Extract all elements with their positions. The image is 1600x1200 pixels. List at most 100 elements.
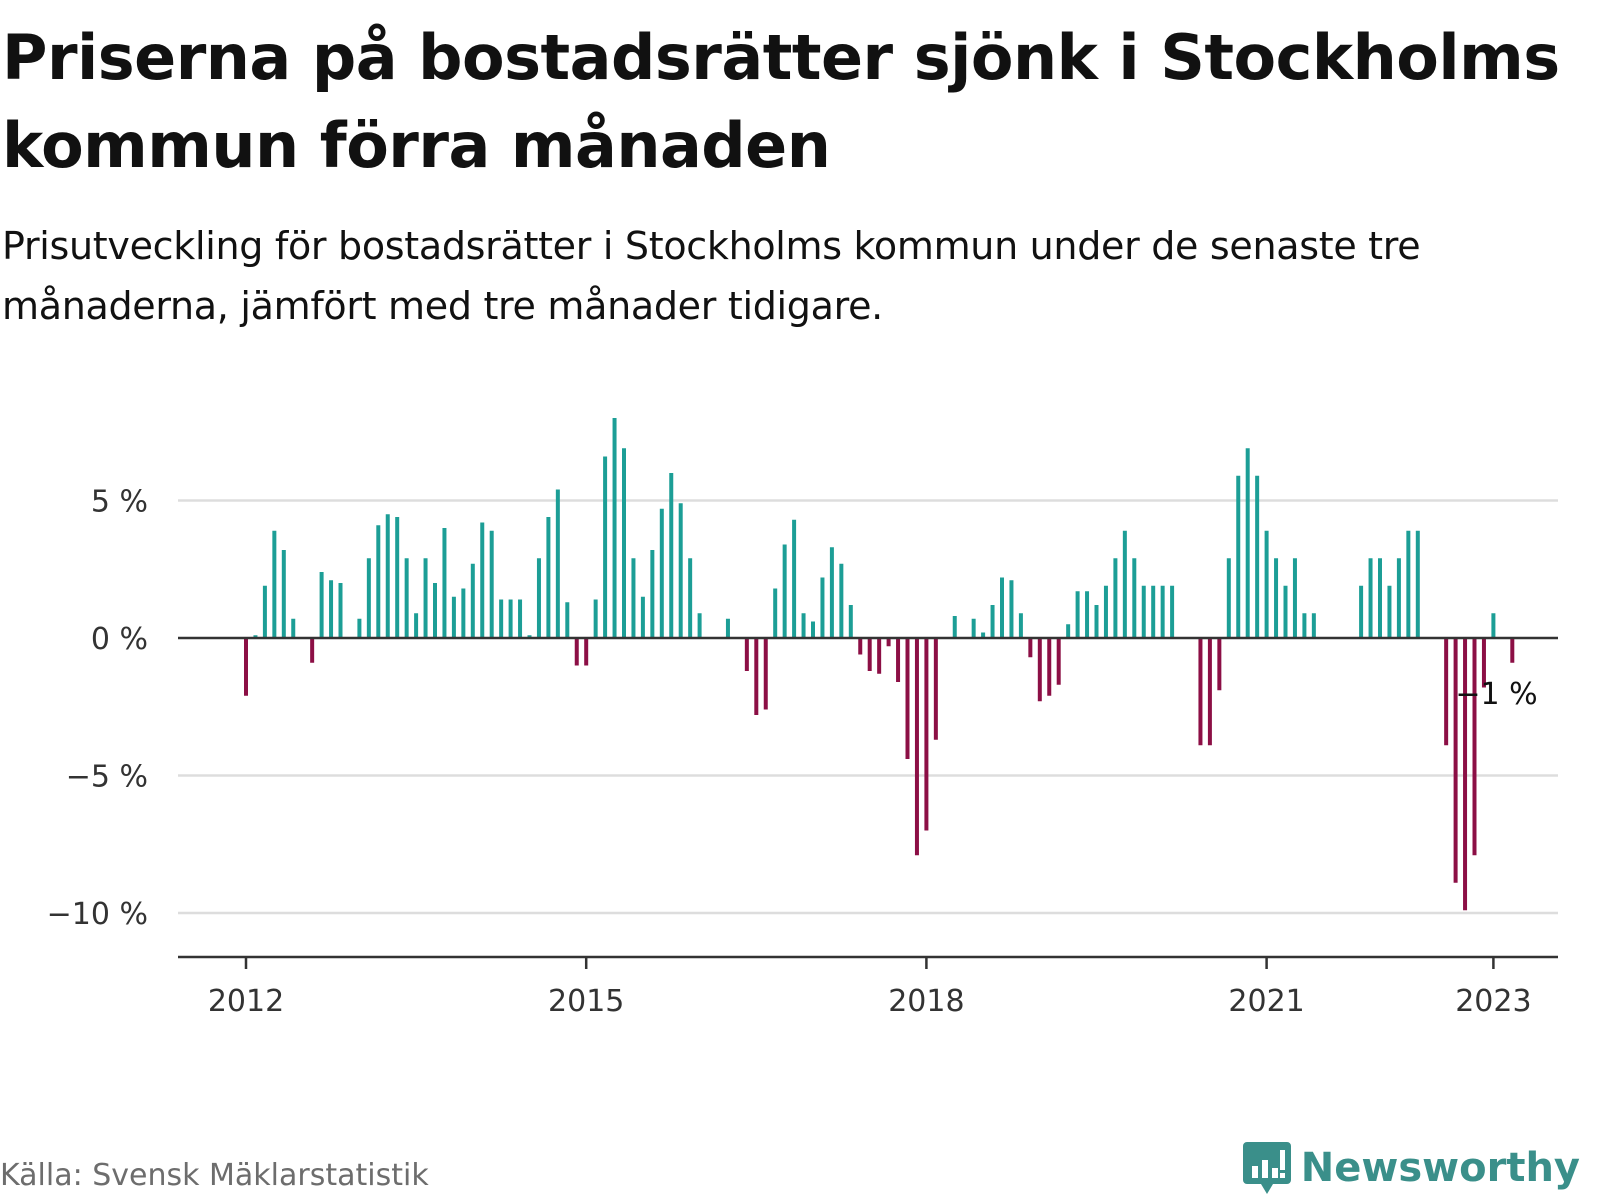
bar	[1141, 585, 1146, 638]
bar	[782, 544, 787, 638]
bar	[518, 599, 523, 638]
bar	[650, 550, 655, 638]
bar	[1122, 530, 1127, 638]
bar	[952, 616, 957, 638]
x-tick-label: 2012	[208, 984, 284, 1019]
bar-chart-speech-bubble-icon	[1242, 1142, 1291, 1194]
bar	[423, 558, 428, 638]
bar	[640, 596, 645, 638]
bar	[244, 638, 248, 696]
bar	[1481, 638, 1486, 688]
bar	[376, 525, 381, 638]
bar	[1000, 577, 1004, 638]
bar	[262, 585, 267, 638]
bar	[1198, 638, 1203, 746]
bar	[404, 558, 409, 638]
bar-chart: 5 % 0 % −5 % −10 % 2012 2015 2018 2021 2023 −1 …	[47, 418, 1558, 1019]
bar	[1245, 448, 1250, 638]
bar	[1274, 558, 1279, 638]
bar	[451, 596, 456, 638]
bar	[310, 638, 315, 663]
chart-title: Priserna på bostadsrätter sjönk i Stockh…	[2, 21, 1560, 182]
bar	[1359, 585, 1364, 638]
bar	[754, 638, 759, 715]
bar	[1463, 638, 1468, 911]
bar	[319, 572, 324, 638]
bar	[1387, 585, 1392, 638]
bar	[697, 613, 702, 638]
bar	[1028, 638, 1033, 658]
bar	[574, 638, 579, 666]
bar	[801, 613, 806, 638]
bar	[933, 638, 938, 740]
bar	[1075, 591, 1080, 638]
bar	[669, 473, 674, 638]
chart-subtitle: Prisutveckling för bostadsrätter i Stock…	[2, 224, 1421, 328]
bar	[1311, 613, 1316, 638]
bar	[1406, 530, 1411, 638]
bar	[659, 508, 664, 638]
bar	[357, 618, 362, 638]
bar	[1226, 558, 1231, 638]
bar	[555, 489, 560, 638]
y-tick-label: −5 %	[66, 760, 148, 795]
bar	[603, 456, 608, 638]
bar	[848, 605, 853, 638]
y-tick-label: 0 %	[91, 622, 148, 657]
x-tick-label: 2023	[1455, 984, 1531, 1019]
bar	[725, 618, 730, 638]
bar	[744, 638, 749, 671]
bar	[858, 638, 863, 655]
bar	[1255, 475, 1260, 638]
bar	[829, 547, 834, 638]
bar	[914, 638, 919, 856]
bar	[1094, 605, 1099, 638]
bar	[366, 558, 371, 638]
bar	[527, 635, 532, 638]
bar	[773, 588, 778, 638]
bar	[1264, 530, 1269, 638]
bar	[1037, 638, 1042, 702]
bar	[499, 599, 504, 638]
bar	[867, 638, 872, 671]
bar	[1113, 558, 1118, 638]
bar	[442, 528, 447, 638]
bar	[489, 530, 494, 638]
bar	[820, 577, 825, 638]
x-axis-ticks: 2012 2015 2018 2021 2023	[208, 957, 1532, 1019]
bar	[1018, 613, 1023, 638]
bar	[1415, 530, 1420, 638]
bar	[811, 621, 815, 638]
annotation-label: −1 %	[1455, 677, 1537, 712]
bars	[244, 418, 1515, 911]
bar	[338, 583, 343, 638]
y-tick-label: 5 %	[91, 485, 148, 520]
bar	[1132, 558, 1137, 638]
bar	[1151, 585, 1156, 638]
bar	[1472, 638, 1477, 856]
bar	[508, 599, 513, 638]
bar	[612, 418, 617, 638]
bar	[433, 583, 437, 638]
bar	[1292, 558, 1297, 638]
bar	[329, 580, 334, 638]
bar	[1491, 613, 1496, 638]
bar	[1056, 638, 1061, 685]
bar	[1510, 638, 1515, 663]
bar	[1368, 558, 1373, 638]
bar	[688, 558, 693, 638]
bar	[905, 638, 910, 759]
source-note: Källa: Svensk Mäklarstatistik	[0, 1158, 429, 1193]
x-tick-label: 2015	[548, 984, 624, 1019]
bar	[1444, 638, 1449, 746]
bar	[792, 519, 797, 638]
bar	[924, 638, 929, 831]
bar	[1302, 613, 1307, 638]
bar	[1217, 638, 1222, 691]
bar	[281, 550, 286, 638]
bar	[1396, 558, 1401, 638]
bar	[395, 517, 400, 638]
bar	[272, 530, 277, 638]
bar	[584, 638, 589, 666]
bar	[414, 613, 419, 638]
